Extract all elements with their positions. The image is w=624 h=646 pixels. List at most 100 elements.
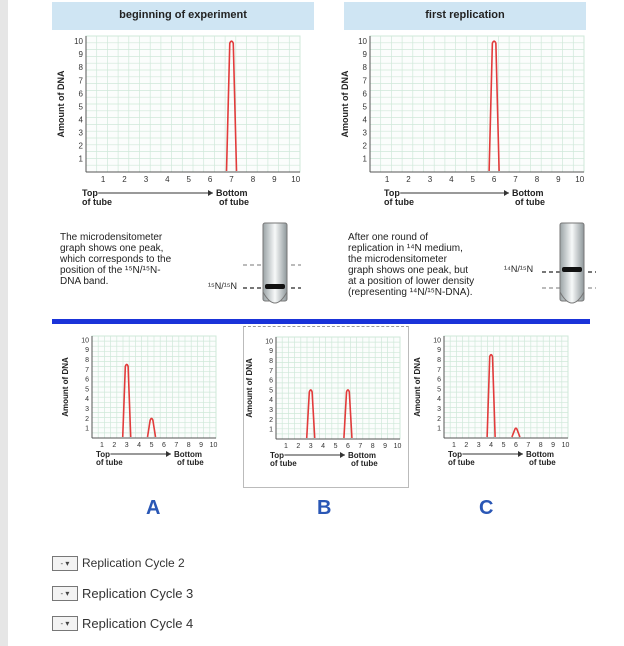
y-tick-label: 7	[85, 367, 89, 374]
peak-2	[343, 389, 353, 439]
y-tick-label: 4	[85, 396, 89, 403]
plot-grid	[91, 335, 217, 439]
peak-1	[488, 40, 500, 172]
bottom-label: Bottom	[512, 188, 544, 198]
x-tick-label: 6	[514, 442, 518, 449]
bottom-sub-label: of tube	[529, 458, 556, 467]
y-tick-label: 4	[363, 115, 368, 124]
header-first-replication: first replication	[344, 2, 586, 30]
x-tick-label: 3	[144, 175, 149, 184]
x-tick-label: 1	[385, 175, 390, 184]
x-tick-label: 4	[165, 175, 170, 184]
x-tick-label: 1	[284, 443, 288, 450]
bottom-sub-label: of tube	[351, 459, 378, 468]
option-chart-a: 10 9 8 7 6 5 4 3 2 1 1 2 3 4 5 6 7 8 9 10 Amount of DNA Top of…	[58, 330, 226, 482]
top-sub-label: of tube	[96, 458, 123, 467]
y-tick-label: 7	[363, 76, 368, 85]
y-tick-label: 8	[363, 63, 368, 72]
peak-2	[511, 427, 521, 438]
answer-select-cycle-3[interactable]: - ▾	[52, 585, 78, 601]
x-tick-label: 6	[492, 175, 497, 184]
option-letter-a: A	[146, 497, 161, 519]
x-tick-label: 10	[562, 442, 570, 449]
band-guide	[588, 287, 596, 289]
arrow-head-icon	[208, 190, 213, 196]
y-tick-label: 6	[363, 89, 368, 98]
y-tick-label: 2	[85, 416, 89, 423]
answer-label-cycle-2: Replication Cycle 2	[82, 556, 185, 570]
x-tick-label: 4	[321, 443, 325, 450]
y-tick-label: 5	[85, 386, 89, 393]
band-guide	[243, 264, 263, 266]
x-tick-label: 9	[272, 175, 277, 184]
plot-grid	[275, 336, 401, 440]
arrow-head-icon	[504, 190, 509, 196]
y-tick-label: 10	[81, 337, 89, 344]
x-tick-label: 8	[371, 443, 375, 450]
x-tick-label: 3	[428, 175, 433, 184]
band-guide	[588, 271, 596, 273]
answer-select-cycle-2[interactable]: - ▾	[52, 555, 78, 571]
x-tick-label: 1	[452, 442, 456, 449]
option-letter-b: B	[317, 497, 332, 519]
answer-select-cycle-4[interactable]: - ▾	[52, 615, 78, 631]
dna-band	[562, 267, 582, 272]
x-tick-label: 9	[556, 175, 561, 184]
x-tick-label: 7	[174, 442, 178, 449]
y-tick-label: 3	[269, 407, 273, 414]
peak-1	[305, 389, 316, 439]
x-tick-label: 3	[477, 442, 481, 449]
option-chart-b: 10 9 8 7 6 5 4 3 2 1 1 2 3 4 5 6 7 8 9 10 Amount of DNA Top of…	[243, 326, 409, 488]
top-sub-label: of tube	[270, 459, 297, 468]
arrow-head-icon	[518, 451, 523, 457]
bottom-sub-label: of tube	[177, 458, 204, 467]
y-tick-label: 8	[269, 358, 273, 365]
band-pointer	[542, 271, 560, 273]
x-tick-label: 9	[383, 443, 387, 450]
tube-beginning	[262, 222, 288, 310]
option-chart-c: 10 9 8 7 6 5 4 3 2 1 1 2 3 4 5 6 7 8 9 10 Amount of DNA Top of…	[410, 330, 578, 482]
y-tick-label: 3	[85, 406, 89, 413]
y-axis-title: Amount of DNA	[56, 70, 66, 137]
x-tick-label: 6	[208, 175, 213, 184]
x-tick-label: 8	[251, 175, 256, 184]
band-guide	[291, 287, 301, 289]
x-tick-label: 2	[296, 443, 300, 450]
x-tick-label: 5	[186, 175, 191, 184]
x-tick-label: 6	[346, 443, 350, 450]
x-tick-label: 10	[575, 175, 584, 184]
top-label: Top	[96, 450, 110, 459]
band-guide	[542, 287, 560, 289]
match-row-cycle-4: - ▾ Replication Cycle 4	[52, 613, 193, 633]
y-tick-label: 5	[363, 102, 368, 111]
y-tick-label: 9	[363, 50, 368, 59]
y-tick-label: 7	[269, 368, 273, 375]
y-tick-label: 8	[85, 357, 89, 364]
x-tick-label: 5	[334, 443, 338, 450]
x-tick-label: 5	[150, 442, 154, 449]
tube-label-beginning: ¹⁵N/¹⁵N	[208, 281, 237, 291]
top-sub-label: of tube	[82, 197, 112, 207]
x-tick-label: 3	[125, 442, 129, 449]
description-first-replication: After one round of replication in ¹⁴N me…	[348, 232, 475, 298]
x-tick-label: 7	[358, 443, 362, 450]
bottom-sub-label: of tube	[515, 197, 545, 207]
x-tick-label: 6	[162, 442, 166, 449]
y-tick-label: 10	[358, 37, 367, 46]
y-tick-label: 4	[269, 397, 273, 404]
top-sub-label: of tube	[448, 458, 475, 467]
y-tick-label: 5	[79, 102, 84, 111]
section-divider	[52, 319, 590, 324]
arrow-head-icon	[340, 452, 345, 458]
chart-beginning: 10 9 8 7 6 5 4 3 2 1 1 2 3 4 5 6 7 8 9 10 Amount of DNA Top of…	[52, 30, 314, 210]
y-tick-label: 5	[269, 387, 273, 394]
description-beginning: The microdensitometer graph shows one pe…	[60, 232, 172, 287]
y-axis-title: Amount of DNA	[245, 358, 254, 418]
y-tick-label: 1	[269, 427, 273, 434]
bottom-label: Bottom	[526, 450, 554, 459]
answer-label-cycle-4: Replication Cycle 4	[82, 615, 194, 631]
band-guide	[291, 264, 301, 266]
arrow-head-icon	[166, 451, 171, 457]
y-tick-label: 9	[85, 347, 89, 354]
y-tick-label: 2	[79, 142, 84, 151]
